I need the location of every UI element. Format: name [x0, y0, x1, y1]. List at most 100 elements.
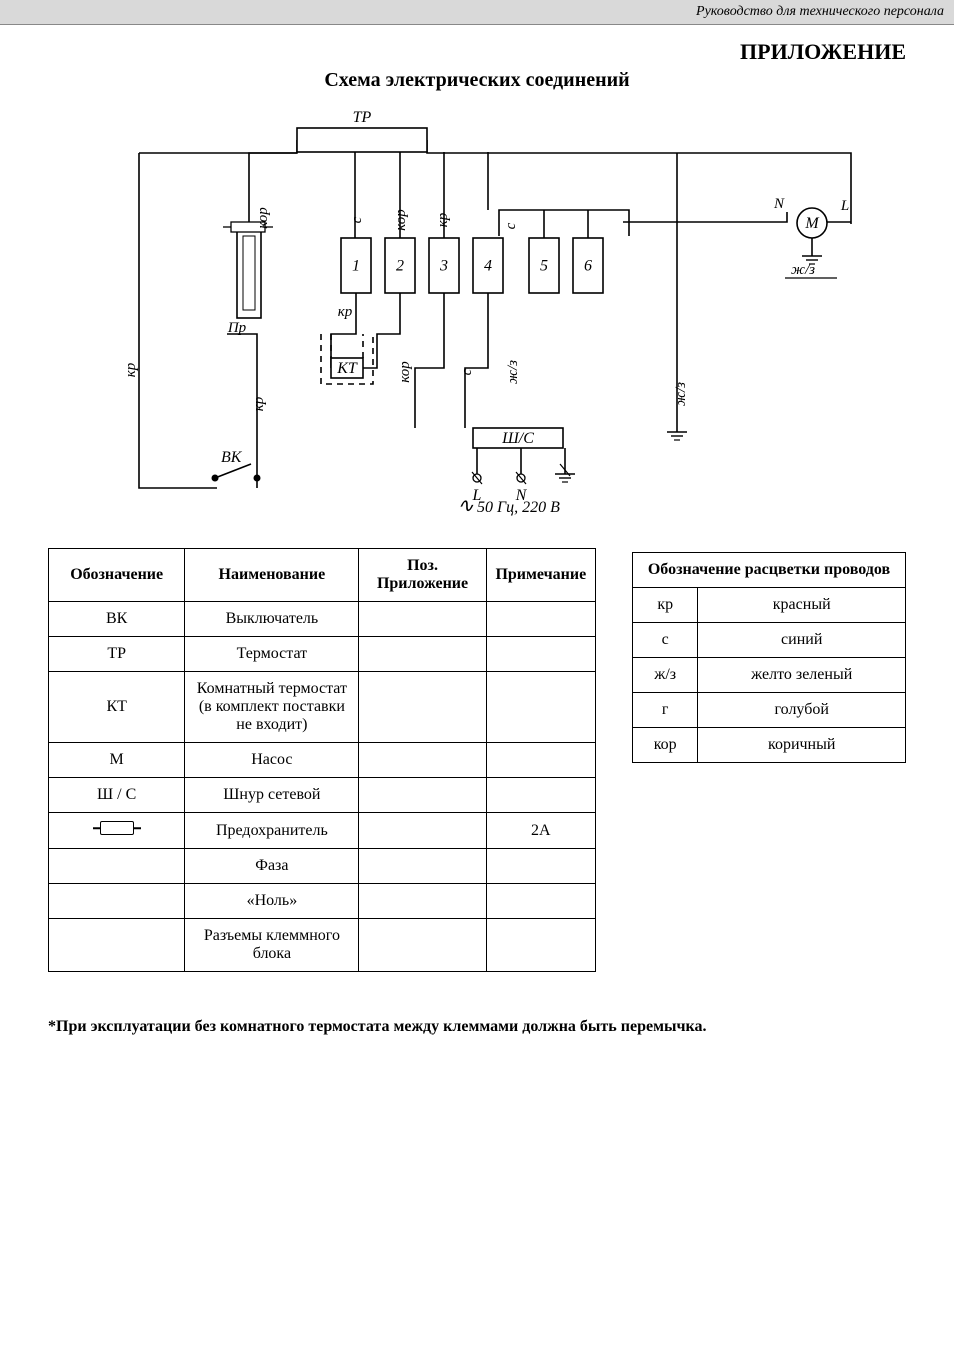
table-cell [486, 778, 595, 813]
table-row: МНасос [49, 743, 596, 778]
table-cell [359, 813, 486, 849]
svg-text:кр: кр [435, 212, 451, 227]
svg-text:4: 4 [484, 258, 492, 275]
svg-text:L: L [840, 198, 849, 214]
color-table-title: Обозначение расцветки проводов [633, 553, 906, 588]
table-row: Ш / СШнур сетевой [49, 778, 596, 813]
table-cell: синий [698, 623, 906, 658]
table-cell [486, 637, 595, 672]
scheme-title: Схема электрических соединений [48, 69, 906, 92]
table-cell: желто зеленый [698, 658, 906, 693]
table-row: Предохранитель 2А [49, 813, 596, 849]
table-cell [49, 813, 185, 849]
color-table: Обозначение расцветки проводов кркрасный… [632, 552, 906, 763]
table-cell: Разъемы клеммного блока [185, 919, 359, 972]
svg-text:5: 5 [540, 258, 548, 275]
footnote: *При эксплуатации без комнатного термост… [48, 1018, 906, 1036]
table-cell [359, 602, 486, 637]
table-cell [359, 637, 486, 672]
appendix-title: ПРИЛОЖЕНИЕ [48, 39, 906, 65]
table-cell: Насос [185, 743, 359, 778]
svg-text:ВК: ВК [221, 449, 243, 466]
svg-text:М: М [804, 215, 820, 232]
svg-text:50 Гц, 220 В: 50 Гц, 220 В [477, 499, 560, 516]
table-row: «Ноль» [49, 884, 596, 919]
table-cell [359, 778, 486, 813]
svg-text:кор: кор [397, 361, 413, 383]
table-cell [359, 849, 486, 884]
col-name: Наименование [185, 549, 359, 602]
svg-text:кор: кор [393, 209, 409, 231]
table-cell [486, 884, 595, 919]
svg-text:с: с [503, 222, 519, 229]
table-cell [359, 743, 486, 778]
svg-text:Пр: Пр [227, 320, 247, 336]
svg-text:N: N [773, 196, 785, 212]
table-cell: с [633, 623, 698, 658]
table-cell [359, 672, 486, 743]
table-row: кркрасный [633, 588, 906, 623]
svg-text:6: 6 [584, 258, 592, 275]
table-cell: «Ноль» [185, 884, 359, 919]
svg-text:ж/з: ж/з [791, 262, 815, 278]
svg-text:ж/з: ж/з [673, 382, 689, 406]
table-cell: Предохранитель [185, 813, 359, 849]
table-cell: КТ [49, 672, 185, 743]
col-designation: Обозначение [49, 549, 185, 602]
svg-text:1: 1 [352, 258, 360, 275]
table-row: Разъемы клеммного блока [49, 919, 596, 972]
svg-text:Ш/С: Ш/С [501, 430, 534, 447]
table-cell [49, 849, 185, 884]
table-row: ТРТермостат [49, 637, 596, 672]
table-cell: Фаза [185, 849, 359, 884]
table-cell: красный [698, 588, 906, 623]
svg-text:2: 2 [396, 258, 404, 275]
table-cell [49, 884, 185, 919]
table-cell: М [49, 743, 185, 778]
table-cell [486, 602, 595, 637]
col-note: Примечание [486, 549, 595, 602]
svg-text:КТ: КТ [336, 360, 358, 377]
table-cell: ВК [49, 602, 185, 637]
table-row: КТКомнатный термостат (в комплект постав… [49, 672, 596, 743]
wiring-diagram: ТР 1 2 3 4 5 6 КТ Ш/С М ВК L Nкор с кор кр с Пр кр кор с ж/з к… [67, 98, 887, 538]
table-cell [49, 919, 185, 972]
svg-text:кор: кор [255, 207, 271, 229]
svg-text:ж/з: ж/з [505, 360, 521, 384]
svg-text:3: 3 [439, 258, 448, 275]
table-cell: г [633, 693, 698, 728]
table-cell: Термостат [185, 637, 359, 672]
svg-text:∿: ∿ [457, 495, 474, 517]
table-cell: Шнур сетевой [185, 778, 359, 813]
svg-text:ТР: ТР [353, 109, 372, 126]
svg-text:с: с [459, 368, 475, 375]
table-cell: Выключатель [185, 602, 359, 637]
fuse-icon [100, 821, 134, 835]
table-cell: 2А [486, 813, 595, 849]
table-cell [359, 919, 486, 972]
header-band: Руководство для технического персонала [0, 0, 954, 25]
table-cell [359, 884, 486, 919]
svg-text:с: с [349, 216, 365, 223]
table-row: гголубой [633, 693, 906, 728]
table-cell: кр [633, 588, 698, 623]
table-row: Фаза [49, 849, 596, 884]
table-cell: ж/з [633, 658, 698, 693]
table-row: ВКВыключатель [49, 602, 596, 637]
svg-text:кр: кр [123, 362, 139, 377]
table-row: ж/зжелто зеленый [633, 658, 906, 693]
table-row: ссиний [633, 623, 906, 658]
table-row: коркоричный [633, 728, 906, 763]
table-cell [486, 672, 595, 743]
table-cell: Ш / С [49, 778, 185, 813]
table-cell: кор [633, 728, 698, 763]
table-cell: ТР [49, 637, 185, 672]
table-cell [486, 849, 595, 884]
table-cell: коричный [698, 728, 906, 763]
table-cell [486, 919, 595, 972]
table-cell [486, 743, 595, 778]
col-pos: Поз. Приложение [359, 549, 486, 602]
svg-text:кр: кр [338, 304, 353, 320]
svg-text:кр: кр [251, 396, 267, 411]
legend-table: Обозначение Наименование Поз. Приложение… [48, 548, 596, 972]
